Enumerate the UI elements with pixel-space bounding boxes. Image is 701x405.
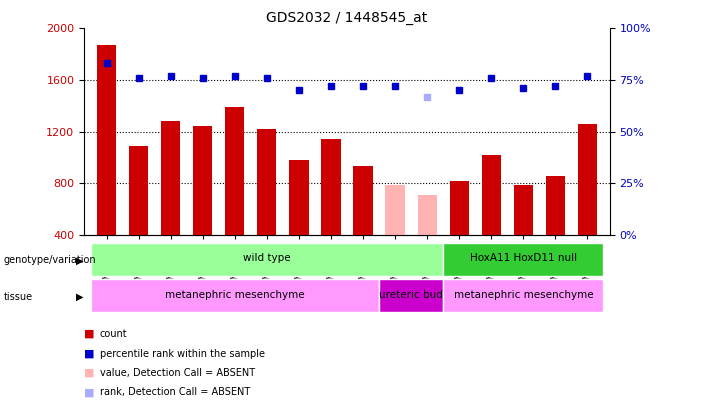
Text: ureteric bud: ureteric bud (379, 290, 443, 300)
Bar (347, 241, 379, 277)
Bar (418, 195, 437, 235)
Bar (225, 107, 245, 235)
Bar (155, 241, 186, 277)
Bar (386, 185, 404, 235)
Bar (475, 241, 508, 277)
Bar (379, 279, 443, 312)
Bar (443, 279, 604, 312)
Bar (379, 241, 411, 277)
Bar (514, 185, 533, 235)
Bar (449, 181, 469, 235)
Text: count: count (100, 329, 127, 339)
Bar (90, 243, 443, 275)
Text: ▶: ▶ (76, 256, 83, 265)
Bar (508, 241, 539, 277)
Bar (219, 241, 251, 277)
Bar (443, 243, 604, 275)
Bar (482, 155, 501, 235)
Text: ■: ■ (84, 349, 95, 358)
Bar (353, 166, 373, 235)
Text: metanephric mesenchyme: metanephric mesenchyme (165, 290, 305, 300)
Bar (411, 241, 443, 277)
Bar (251, 241, 283, 277)
Text: ■: ■ (84, 329, 95, 339)
Bar (90, 241, 123, 277)
Bar (129, 147, 148, 235)
Title: GDS2032 / 1448545_at: GDS2032 / 1448545_at (266, 11, 428, 25)
Bar (257, 129, 276, 235)
Bar (193, 126, 212, 235)
Text: HoxA11 HoxD11 null: HoxA11 HoxD11 null (470, 254, 577, 264)
Bar (186, 241, 219, 277)
Text: tissue: tissue (4, 292, 33, 302)
Bar (539, 241, 571, 277)
Bar (315, 241, 347, 277)
Bar (578, 124, 597, 235)
Bar (321, 139, 341, 235)
Text: percentile rank within the sample: percentile rank within the sample (100, 349, 264, 358)
Bar (290, 160, 308, 235)
Text: value, Detection Call = ABSENT: value, Detection Call = ABSENT (100, 368, 254, 378)
Text: ▶: ▶ (76, 292, 83, 302)
Bar (123, 241, 155, 277)
Text: wild type: wild type (243, 254, 291, 264)
Bar (571, 241, 604, 277)
Text: ■: ■ (84, 368, 95, 378)
Bar (161, 122, 180, 235)
Text: metanephric mesenchyme: metanephric mesenchyme (454, 290, 593, 300)
Bar (443, 241, 475, 277)
Text: ■: ■ (84, 388, 95, 397)
Bar (283, 241, 315, 277)
Bar (90, 279, 379, 312)
Bar (546, 176, 565, 235)
Text: genotype/variation: genotype/variation (4, 256, 96, 265)
Bar (97, 45, 116, 235)
Text: rank, Detection Call = ABSENT: rank, Detection Call = ABSENT (100, 388, 250, 397)
